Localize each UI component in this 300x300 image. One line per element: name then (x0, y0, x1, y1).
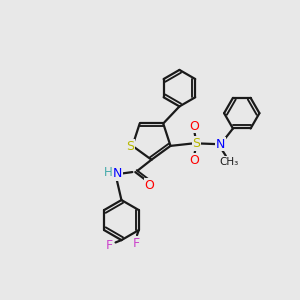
Text: CH₃: CH₃ (220, 157, 239, 167)
Text: O: O (189, 120, 199, 133)
Text: S: S (192, 137, 200, 150)
Text: F: F (106, 239, 112, 253)
Text: H: H (103, 167, 112, 179)
Text: N: N (113, 167, 122, 180)
Text: F: F (133, 237, 140, 250)
Text: N: N (216, 138, 225, 151)
Text: O: O (189, 154, 199, 166)
Text: O: O (145, 178, 154, 191)
Text: S: S (126, 140, 134, 153)
